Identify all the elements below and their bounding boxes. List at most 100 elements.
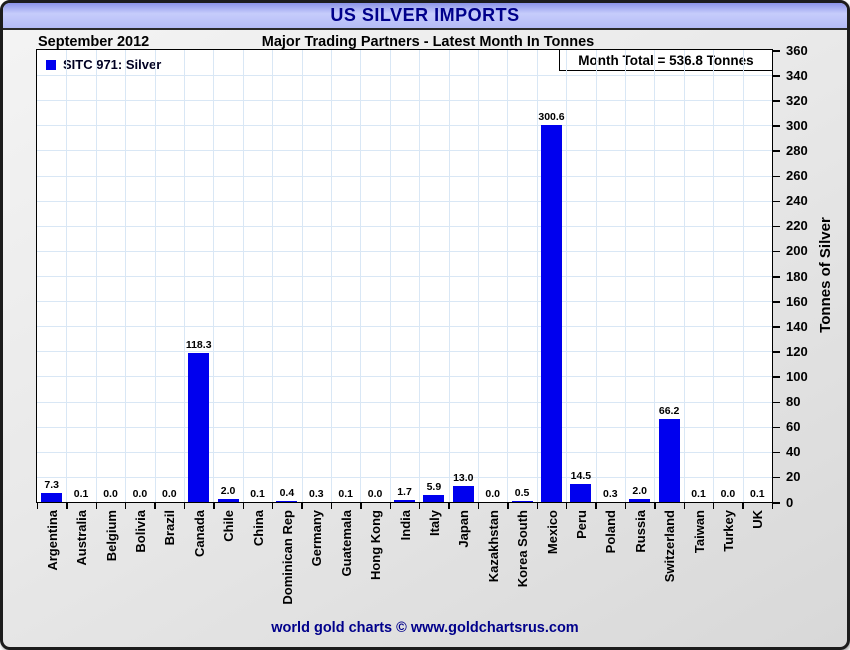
v-gridline — [507, 50, 509, 502]
v-gridline — [419, 50, 421, 502]
x-category-label: Brazil — [162, 510, 178, 546]
bar-value-label: 0.3 — [308, 488, 324, 500]
y-axis-tick-label: 360 — [786, 42, 808, 58]
x-category-label: Russia — [632, 510, 648, 553]
x-category-label: Chile — [221, 510, 237, 542]
h-gridline — [37, 451, 772, 453]
x-axis-tick — [36, 503, 39, 509]
x-axis-tick — [712, 503, 715, 509]
x-category-label: UK — [750, 510, 766, 529]
h-gridline — [37, 125, 772, 127]
bar — [658, 419, 680, 502]
v-gridline — [125, 50, 127, 502]
bar-value-label: 0.3 — [602, 488, 618, 500]
x-category-label: Dominican Rep — [279, 510, 295, 605]
bar-value-label: 0.0 — [367, 488, 383, 500]
x-category-label: Germany — [309, 510, 325, 567]
v-gridline — [566, 50, 568, 502]
v-gridline — [625, 50, 626, 502]
v-gridline — [595, 50, 597, 502]
bar — [452, 486, 474, 502]
v-gridline — [448, 50, 450, 502]
y-axis-tick — [773, 100, 780, 102]
h-gridline — [37, 200, 772, 202]
x-axis-tick — [271, 503, 274, 509]
bar-value-label: 0.1 — [73, 488, 89, 500]
x-axis-tick — [242, 503, 245, 509]
bar-value-label: 0.0 — [485, 488, 500, 500]
y-axis-tick-label: 40 — [786, 444, 801, 460]
h-gridline — [37, 376, 772, 378]
h-gridline — [37, 276, 772, 277]
x-axis-tick — [565, 503, 568, 509]
v-gridline — [213, 50, 215, 502]
h-gridline — [37, 476, 772, 478]
x-category-label: Australia — [74, 510, 90, 566]
v-gridline — [478, 50, 479, 502]
bar-value-label: 0.0 — [103, 488, 118, 500]
bar-value-label: 0.1 — [338, 488, 353, 500]
bar — [276, 501, 298, 502]
x-category-label: Switzerland — [662, 510, 678, 583]
x-category-label: Argentina — [44, 510, 60, 571]
month-total-annotation: Month Total = 536.8 Tonnes — [559, 49, 773, 71]
chart-period-label: September 2012 — [38, 34, 150, 50]
x-category-label: Poland — [603, 510, 619, 554]
y-axis-tick-label: 320 — [786, 92, 808, 108]
y-axis-tick — [773, 326, 780, 328]
x-axis-tick — [124, 503, 127, 509]
bar-value-label: 5.9 — [426, 481, 442, 493]
page-title: US SILVER IMPORTS — [330, 5, 520, 25]
y-axis-tick-label: 340 — [786, 67, 808, 83]
y-axis-tick-label: 220 — [786, 218, 808, 234]
bar-value-label: 0.0 — [720, 488, 736, 500]
bar — [629, 499, 651, 502]
bar-value-label: 2.0 — [632, 485, 647, 497]
y-axis-tick-label: 280 — [786, 142, 808, 158]
x-axis-tick — [683, 503, 686, 509]
v-gridline — [742, 50, 744, 502]
v-gridline — [389, 50, 391, 502]
x-category-label: Turkey — [720, 510, 736, 552]
y-axis-tick-label: 20 — [786, 469, 801, 485]
x-category-label: Hong Kong — [368, 510, 384, 581]
bar-value-label: 0.5 — [514, 487, 530, 499]
h-gridline — [37, 401, 772, 403]
v-gridline — [66, 50, 68, 502]
y-axis-tick-label: 240 — [786, 193, 808, 209]
y-axis-tick-label: 180 — [786, 268, 808, 284]
x-axis-tick — [360, 503, 362, 509]
bar — [423, 495, 445, 502]
bar — [217, 499, 239, 502]
x-category-label: Belgium — [103, 510, 119, 562]
x-axis-tick — [771, 503, 774, 509]
bar-value-label: 300.6 — [538, 111, 565, 123]
y-axis-tick — [773, 75, 780, 77]
y-axis-tick-label: 300 — [786, 117, 808, 133]
x-axis-tick — [595, 503, 597, 509]
v-gridline — [242, 50, 244, 502]
x-axis-tick — [536, 503, 539, 509]
legend: SITC 971: Silver — [46, 57, 161, 72]
h-gridline — [37, 301, 772, 303]
bar — [394, 500, 415, 502]
legend-swatch-icon — [46, 59, 56, 70]
x-axis-tick — [154, 503, 156, 509]
x-axis-tick — [301, 503, 303, 509]
bar-value-label: 0.1 — [691, 488, 706, 500]
x-axis-tick — [389, 503, 392, 509]
v-gridline — [272, 50, 274, 502]
v-gridline — [95, 50, 97, 502]
bar-value-label: 0.1 — [749, 488, 765, 500]
v-gridline — [154, 50, 156, 502]
bar — [570, 484, 592, 502]
bar-value-label: 0.0 — [132, 488, 148, 500]
y-axis-tick-label: 160 — [786, 293, 808, 309]
x-category-label: Taiwan — [691, 510, 707, 554]
v-gridline — [301, 50, 303, 502]
v-gridline — [654, 50, 656, 502]
x-axis-tick — [477, 503, 480, 509]
bar-value-label: 14.5 — [570, 470, 592, 482]
h-gridline — [37, 175, 772, 177]
